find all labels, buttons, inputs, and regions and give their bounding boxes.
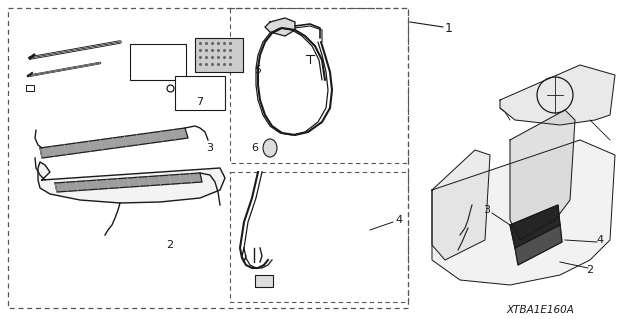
Text: 3: 3 [207, 143, 214, 153]
Polygon shape [510, 110, 575, 240]
Text: 3: 3 [483, 205, 490, 215]
Polygon shape [432, 140, 615, 285]
Ellipse shape [263, 139, 277, 157]
Polygon shape [432, 150, 490, 260]
Text: 4: 4 [395, 215, 402, 225]
Polygon shape [265, 18, 295, 36]
Text: 2: 2 [586, 265, 593, 275]
Text: 5: 5 [255, 65, 262, 75]
Bar [255, 275, 273, 287]
Bar [175, 76, 225, 110]
Polygon shape [510, 205, 560, 248]
Bar [130, 44, 186, 80]
Text: 7: 7 [196, 97, 204, 107]
Polygon shape [55, 173, 202, 192]
Polygon shape [515, 224, 562, 265]
Text: 6: 6 [252, 143, 259, 153]
Text: XTBA1E160A: XTBA1E160A [506, 305, 574, 315]
Polygon shape [38, 162, 225, 203]
Polygon shape [500, 65, 615, 125]
Text: 4: 4 [596, 235, 604, 245]
Polygon shape [40, 128, 188, 158]
Text: 1: 1 [445, 21, 453, 34]
Text: 2: 2 [166, 240, 173, 250]
Bar [195, 38, 243, 72]
